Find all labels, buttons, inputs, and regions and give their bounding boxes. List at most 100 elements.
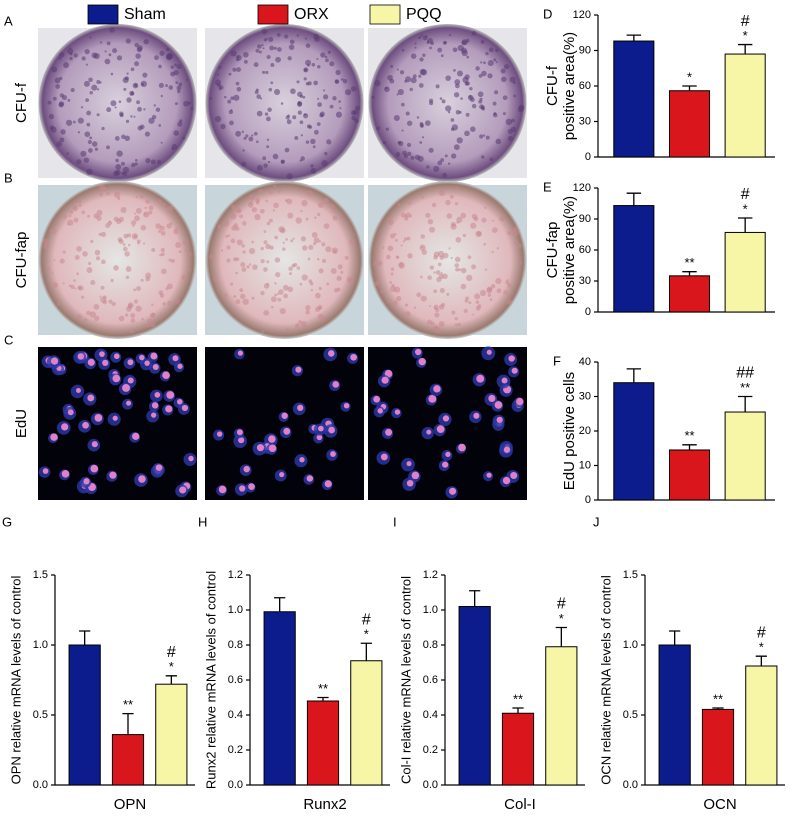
colony [266,37,269,40]
nucleus [150,412,157,418]
colony [495,138,502,145]
nucleus [126,400,132,406]
colony [83,157,90,163]
colony [475,300,480,304]
nucleus [90,464,99,473]
colony [446,292,450,296]
colony [231,225,237,231]
colony [381,246,385,249]
colony [297,101,303,107]
colony [84,49,90,55]
colony [487,293,492,297]
colony [107,220,113,226]
nucleus [138,475,146,483]
colony [144,212,147,216]
colony [59,137,65,143]
colony [451,310,456,315]
colony [265,116,271,122]
y-axis-label: positive area(%) [561,32,578,140]
colony [258,189,264,195]
colony [507,283,512,288]
colony [90,239,94,243]
colony [296,34,299,37]
colony [263,309,270,316]
colony [325,246,332,253]
colony [303,67,309,73]
nucleus [279,472,285,478]
y-tick-label: 60 [579,244,591,256]
colony [60,129,66,135]
colony [406,142,412,148]
colony [278,226,285,233]
colony [230,213,237,220]
colony [288,272,293,276]
colony [399,70,405,75]
colony [119,111,124,117]
nucleus [494,401,503,409]
nucleus [297,404,304,412]
colony [351,115,357,121]
panel-letter: I [393,514,397,529]
colony [153,104,156,107]
nucleus [511,367,518,374]
y-tick-label: 1.2 [228,569,243,581]
colony [395,295,402,302]
colony [442,273,448,280]
colony [160,268,167,275]
colony [448,111,451,114]
colony [513,240,519,245]
significance-marker: # [557,596,566,613]
colony [158,124,162,127]
nucleus [248,483,255,490]
colony [279,307,286,315]
colony [395,152,401,157]
colony [437,262,442,267]
colony [76,246,82,252]
colony [104,58,111,65]
colony [114,106,117,109]
colony [460,97,463,100]
colony [439,288,445,294]
significance-marker: * [169,659,174,674]
colony [47,100,52,105]
colony [126,306,132,312]
colony [471,31,477,36]
colony [145,323,150,328]
colony [494,90,499,95]
colony [482,134,486,137]
colony [220,123,226,130]
colony [170,65,174,69]
colony [419,141,423,144]
colony [108,53,112,57]
colony [433,255,438,260]
colony [304,113,307,116]
nucleus [406,461,412,467]
colony [481,107,485,111]
nucleus [473,412,480,419]
colony [141,317,144,321]
colony [453,68,456,72]
nucleus [324,480,332,488]
error-bar [360,642,372,661]
colony [160,230,166,236]
nucleus [488,394,496,403]
colony [270,62,275,67]
colony [308,244,314,250]
colony [104,50,107,53]
colony [426,41,429,45]
colony [58,102,64,108]
colony [518,104,525,111]
colony [73,53,78,58]
colony [296,266,301,270]
colony [416,116,420,119]
colony [77,199,82,204]
colony [282,284,289,291]
colony [227,99,232,104]
colony [435,307,440,313]
colony [495,277,502,285]
y-axis-label: EdU positive cells [561,372,578,490]
colony [402,240,405,243]
colony [170,258,175,264]
y-tick-label: 1.0 [33,639,48,651]
colony [305,191,310,195]
